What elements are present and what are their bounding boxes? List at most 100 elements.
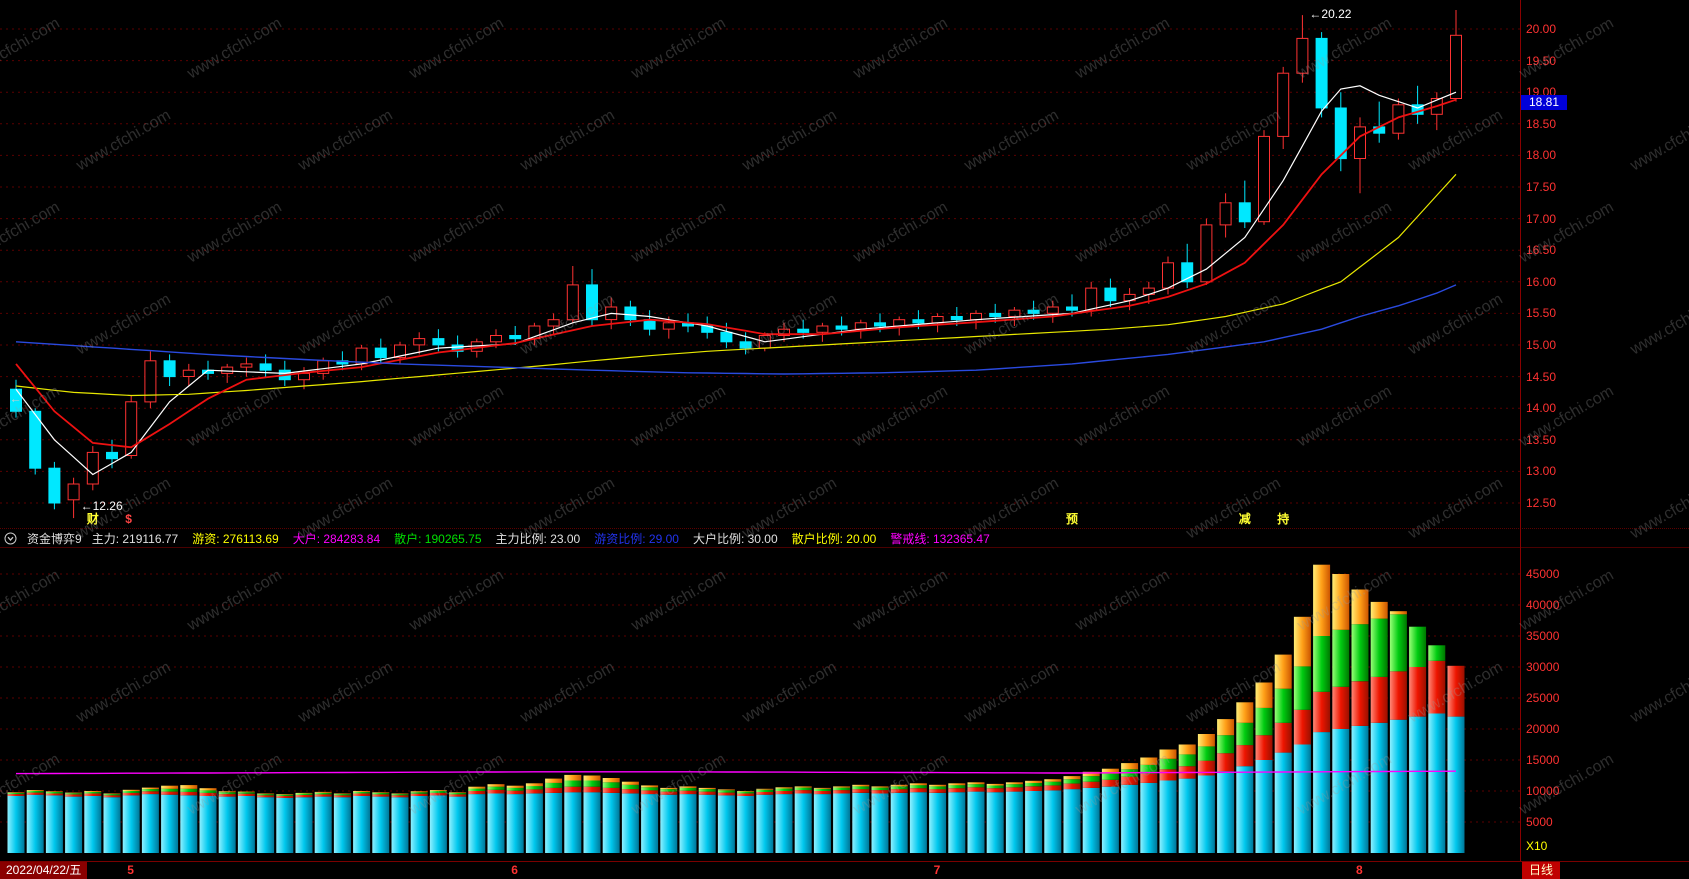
flow-bar-orange bbox=[948, 783, 966, 786]
flow-bar-cyan bbox=[698, 794, 716, 853]
flow-bar-red bbox=[7, 794, 25, 796]
flow-bar-cyan bbox=[852, 792, 870, 853]
flow-bar-orange bbox=[1274, 654, 1292, 689]
flow-bar-orange bbox=[1140, 757, 1158, 765]
flow-bar-green bbox=[679, 787, 697, 791]
flow-bar-orange bbox=[1025, 780, 1043, 783]
candlestick-chart[interactable]: ←20.22 ←12.26 ← 财 $ 预 减 持 bbox=[0, 0, 1520, 527]
flow-bar-green bbox=[1217, 735, 1235, 754]
flow-bar-green bbox=[1025, 782, 1043, 787]
indicator-field: 散户: 190265.75 bbox=[394, 531, 482, 546]
flow-bar-green bbox=[429, 791, 447, 793]
flow-bar-green bbox=[1313, 636, 1331, 692]
event-marker[interactable]: 持 bbox=[1277, 511, 1289, 526]
ma-line-short bbox=[15, 85, 1457, 476]
flow-bar-orange bbox=[621, 781, 639, 785]
flow-bar-green bbox=[372, 792, 390, 795]
collapse-indicator-icon[interactable] bbox=[4, 532, 17, 545]
fund-flow-panel[interactable] bbox=[0, 549, 1520, 861]
flow-bar-green bbox=[564, 780, 582, 787]
flow-bar-red bbox=[1428, 660, 1446, 714]
flow-bar-orange bbox=[660, 787, 678, 790]
price-axis: 18.81 20.00 19.50 19.00 18.50 18.00 17.50 17.0… bbox=[1521, 0, 1689, 527]
flow-bar-orange bbox=[1082, 771, 1100, 777]
flow-bar-green bbox=[276, 794, 294, 796]
flow-bar-orange bbox=[641, 785, 659, 788]
flow-bar-cyan bbox=[545, 792, 563, 853]
indicator-field: 大户: 284283.84 bbox=[292, 531, 381, 546]
flow-bar-cyan bbox=[1428, 713, 1446, 853]
date-label: 2022/04/22/五 bbox=[0, 862, 88, 879]
flow-bar-cyan bbox=[1063, 789, 1081, 853]
flow-bar-orange bbox=[1236, 702, 1254, 723]
event-marker[interactable]: $ bbox=[125, 512, 132, 526]
event-marker[interactable]: 预 bbox=[1066, 512, 1078, 526]
main-chart-panel[interactable]: ←20.22 ←12.26 ← 财 $ 预 减 持 bbox=[0, 0, 1520, 527]
flow-bar-green bbox=[1332, 629, 1350, 687]
flow-bar-cyan bbox=[372, 796, 390, 853]
flow-bar-orange bbox=[929, 784, 947, 787]
candle-up bbox=[86, 451, 99, 485]
flow-bar-red bbox=[545, 787, 563, 793]
flow-bar-cyan bbox=[333, 797, 351, 853]
flow-bar-red bbox=[564, 786, 582, 793]
flow-bar-red bbox=[775, 791, 793, 795]
indicator-name[interactable]: 资金博弈9 bbox=[27, 531, 82, 546]
flow-bar-orange bbox=[353, 791, 371, 792]
flow-bar-red bbox=[737, 793, 755, 796]
flow-bar-green bbox=[391, 794, 409, 796]
candle-up bbox=[1046, 306, 1059, 314]
flow-bar-green bbox=[141, 789, 159, 792]
candle-up bbox=[1392, 104, 1405, 134]
flow-bar-cyan bbox=[276, 797, 294, 853]
flow-bar-red bbox=[1447, 665, 1465, 717]
flow-bar-red bbox=[410, 793, 428, 796]
indicator-values: 主力: 219116.77 游资: 276113.69 大户: 284283.84 散… bbox=[92, 530, 990, 547]
flow-bar-red bbox=[429, 792, 447, 796]
flow-bar-green bbox=[84, 791, 102, 794]
flow-bar-red bbox=[1063, 783, 1081, 790]
flow-bar-green bbox=[333, 794, 351, 796]
candle-down bbox=[451, 344, 464, 352]
flow-bar-green bbox=[1274, 688, 1292, 723]
flow-bar-cyan bbox=[583, 792, 601, 853]
event-marker[interactable]: 减 bbox=[1239, 511, 1251, 526]
flow-bar-red bbox=[45, 793, 63, 796]
flow-bar-cyan bbox=[794, 793, 812, 853]
fund-flow-chart[interactable] bbox=[0, 549, 1520, 861]
flow-bar-red bbox=[1005, 787, 1023, 792]
flow-bar-cyan bbox=[1447, 716, 1465, 853]
flow-bar-cyan bbox=[1178, 778, 1196, 853]
flow-bar-orange bbox=[65, 792, 83, 794]
flow-bar-green bbox=[602, 782, 620, 788]
flow-bar-orange bbox=[1217, 719, 1235, 736]
flow-bar-orange bbox=[1351, 589, 1369, 625]
candle-down bbox=[720, 331, 733, 343]
candle-down bbox=[874, 322, 886, 327]
candle-up bbox=[298, 372, 310, 381]
flow-tick-label: 20000 bbox=[1526, 722, 1560, 736]
event-marker[interactable]: 财 bbox=[86, 511, 99, 526]
candle-down bbox=[48, 467, 61, 504]
candle-down bbox=[29, 410, 42, 469]
candle-down bbox=[163, 360, 176, 378]
flow-bar-cyan bbox=[161, 794, 179, 853]
flow-bar-red bbox=[1313, 691, 1331, 733]
flow-bar-orange bbox=[545, 778, 563, 783]
flow-bar-red bbox=[929, 789, 947, 793]
flow-bar-orange bbox=[794, 786, 812, 788]
flow-bar-cyan bbox=[506, 794, 524, 853]
flow-bar-cyan bbox=[1159, 780, 1177, 853]
flow-bar-cyan bbox=[1005, 791, 1023, 853]
flow-bar-red bbox=[1255, 735, 1273, 760]
date-bar: 2022/04/22/五 5 6 7 8 日线 bbox=[0, 861, 1689, 879]
flow-bar-red bbox=[218, 794, 236, 797]
flow-bar-red bbox=[794, 790, 812, 794]
period-selector[interactable]: 日线 bbox=[1522, 862, 1561, 879]
flow-tick-label: 45000 bbox=[1526, 567, 1560, 581]
flow-bar-red bbox=[84, 793, 102, 796]
flow-bar-green bbox=[756, 789, 774, 792]
price-annotation: ← bbox=[10, 392, 22, 406]
flow-bar-orange bbox=[141, 787, 159, 790]
flow-bar-cyan bbox=[1101, 786, 1119, 853]
